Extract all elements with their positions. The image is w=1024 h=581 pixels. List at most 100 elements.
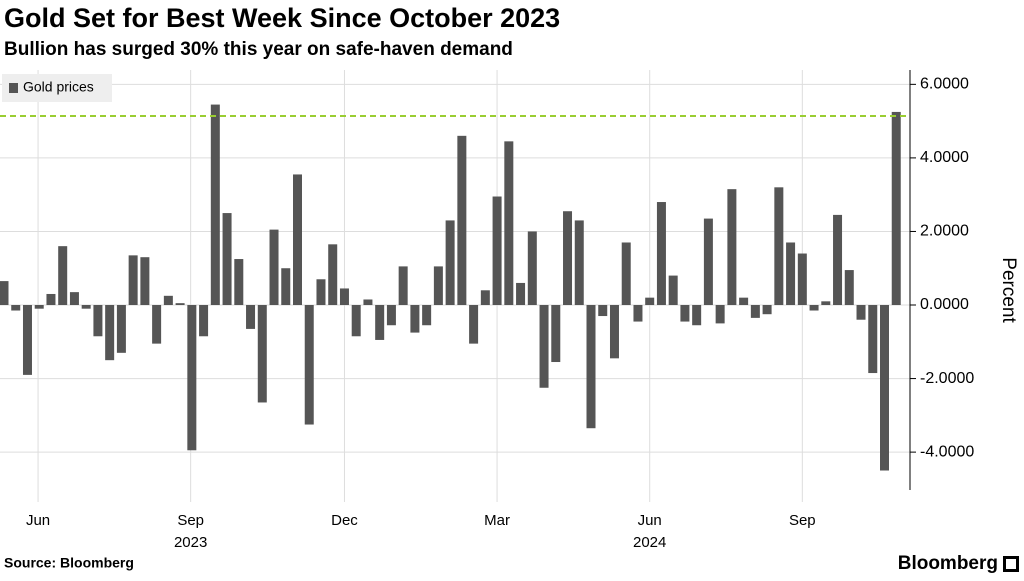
bar bbox=[11, 305, 21, 311]
bar bbox=[410, 305, 420, 333]
bar bbox=[269, 229, 279, 306]
x-year-label: 2024 bbox=[633, 534, 666, 551]
legend-swatch bbox=[9, 83, 18, 93]
bar bbox=[739, 297, 749, 306]
bar bbox=[69, 292, 79, 306]
bar bbox=[328, 244, 338, 306]
bar bbox=[58, 246, 68, 306]
bar bbox=[645, 297, 655, 306]
bar bbox=[351, 305, 361, 337]
x-tick-label: Dec bbox=[331, 512, 358, 529]
bar bbox=[586, 305, 596, 429]
bar bbox=[304, 305, 314, 425]
bar bbox=[469, 305, 479, 344]
x-tick-label: Jun bbox=[26, 512, 50, 529]
brand-icon-inner bbox=[1006, 559, 1016, 569]
bar bbox=[386, 305, 396, 326]
bar bbox=[692, 305, 702, 326]
y-tick-label: 2.0000 bbox=[920, 223, 969, 240]
bar bbox=[22, 305, 32, 375]
bar bbox=[246, 305, 256, 329]
legend-label: Gold prices bbox=[23, 79, 94, 95]
bar bbox=[621, 242, 631, 306]
bar bbox=[422, 305, 432, 326]
bar bbox=[339, 288, 349, 306]
y-axis-label: Percent bbox=[998, 257, 1019, 323]
bar bbox=[445, 220, 455, 306]
bar bbox=[199, 305, 209, 337]
bar bbox=[668, 275, 678, 306]
bar bbox=[187, 305, 197, 451]
bar bbox=[210, 104, 220, 306]
x-tick-label: Jun bbox=[638, 512, 662, 529]
x-tick-label: Sep bbox=[789, 512, 816, 529]
bar bbox=[105, 305, 115, 361]
bar bbox=[140, 257, 150, 306]
bar bbox=[774, 187, 784, 306]
bar bbox=[680, 305, 690, 322]
bar bbox=[833, 214, 843, 306]
bar bbox=[762, 305, 772, 315]
bar bbox=[868, 305, 878, 374]
bar bbox=[398, 266, 408, 306]
bar bbox=[715, 305, 725, 324]
bar bbox=[516, 282, 526, 306]
bar bbox=[844, 270, 854, 306]
y-tick-label: 6.0000 bbox=[920, 76, 969, 93]
bar bbox=[750, 305, 760, 318]
bar bbox=[821, 301, 831, 306]
bar bbox=[222, 213, 232, 306]
x-tick-label: Mar bbox=[484, 512, 510, 529]
bar bbox=[46, 293, 56, 306]
y-tick-label: 0.0000 bbox=[920, 296, 969, 313]
brand: Bloomberg bbox=[898, 553, 998, 574]
x-year-label: 2023 bbox=[174, 534, 207, 551]
bar bbox=[504, 141, 514, 306]
bar bbox=[574, 220, 584, 306]
bar bbox=[152, 305, 162, 344]
bar bbox=[480, 290, 490, 306]
bar bbox=[93, 305, 103, 337]
bar bbox=[128, 255, 138, 306]
legend-box bbox=[2, 74, 112, 102]
bar bbox=[0, 281, 9, 306]
bar bbox=[433, 266, 443, 306]
bar bbox=[633, 305, 643, 322]
chart-title: Gold Set for Best Week Since October 202… bbox=[4, 3, 560, 33]
bar bbox=[175, 303, 185, 306]
bar bbox=[363, 299, 373, 306]
bar bbox=[375, 305, 385, 340]
bar bbox=[281, 268, 291, 306]
x-tick-label: Sep bbox=[177, 512, 204, 529]
bar bbox=[257, 305, 267, 403]
bar bbox=[598, 305, 608, 317]
bar bbox=[880, 305, 889, 471]
bar bbox=[891, 111, 901, 306]
bar bbox=[527, 231, 537, 306]
bar bbox=[563, 211, 573, 306]
bar bbox=[492, 196, 502, 306]
y-tick-label: -4.0000 bbox=[920, 443, 974, 460]
bar bbox=[81, 305, 91, 309]
bar bbox=[609, 305, 619, 359]
bar bbox=[656, 202, 666, 306]
chart-subtitle: Bullion has surged 30% this year on safe… bbox=[4, 39, 513, 60]
bar bbox=[116, 305, 126, 353]
bar bbox=[703, 218, 713, 306]
source: Source: Bloomberg bbox=[4, 555, 134, 571]
bar bbox=[727, 189, 737, 306]
bar bbox=[797, 253, 807, 306]
bar bbox=[809, 305, 819, 311]
bar bbox=[163, 295, 173, 306]
bar bbox=[539, 305, 549, 388]
bar bbox=[34, 305, 44, 309]
bar bbox=[551, 305, 561, 363]
bar bbox=[293, 174, 302, 306]
y-tick-label: 4.0000 bbox=[920, 149, 969, 166]
bar bbox=[786, 242, 796, 306]
bar bbox=[457, 135, 467, 306]
bar bbox=[234, 259, 244, 306]
y-tick-label: -2.0000 bbox=[920, 370, 974, 387]
